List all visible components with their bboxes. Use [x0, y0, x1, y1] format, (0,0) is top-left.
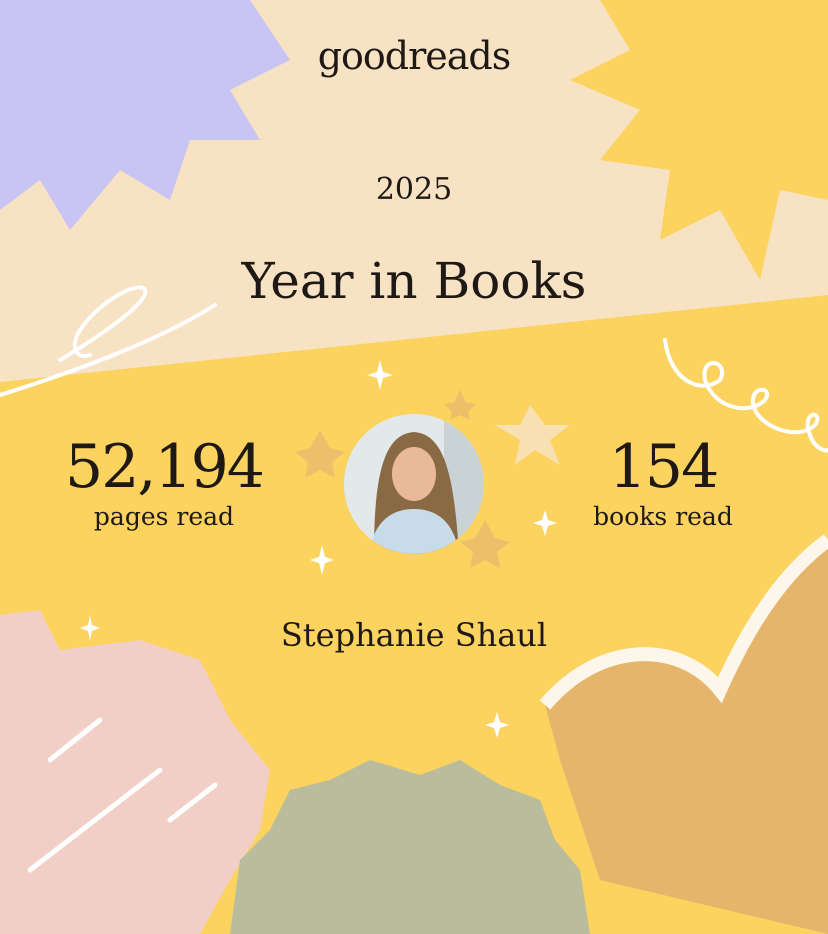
pink-blob: [0, 610, 270, 934]
sparkles: [80, 360, 557, 738]
pages-read-label: pages read: [93, 502, 235, 531]
yellow-starburst: [570, 0, 828, 280]
year-label: 2025: [375, 172, 453, 207]
books-read-stat: 154 books read: [533, 432, 793, 532]
books-read-value: 154: [608, 432, 720, 502]
pages-read-value: 52,194: [65, 432, 265, 502]
lavender-starburst: [0, 0, 290, 230]
star-decoration: [444, 390, 476, 420]
book-pages: [539, 534, 828, 710]
user-name: Stephanie Shaul: [280, 616, 548, 654]
sage-sunburst: [230, 760, 590, 934]
white-swirl-right: [663, 338, 828, 453]
user-photo-icon: [344, 414, 484, 554]
pages-read-stat: 52,194 pages read: [34, 432, 294, 532]
book-illustration: [545, 540, 828, 934]
page-title: Year in Books: [241, 252, 587, 310]
star-decoration: [495, 405, 570, 465]
goodreads-logo: goodreads: [317, 34, 512, 78]
star-decoration: [460, 520, 510, 568]
books-read-label: books read: [593, 502, 733, 531]
star-decoration: [295, 430, 345, 478]
pink-blob-strokes: [27, 717, 218, 873]
avatar: [344, 414, 484, 554]
white-swirl-left: [0, 285, 217, 397]
